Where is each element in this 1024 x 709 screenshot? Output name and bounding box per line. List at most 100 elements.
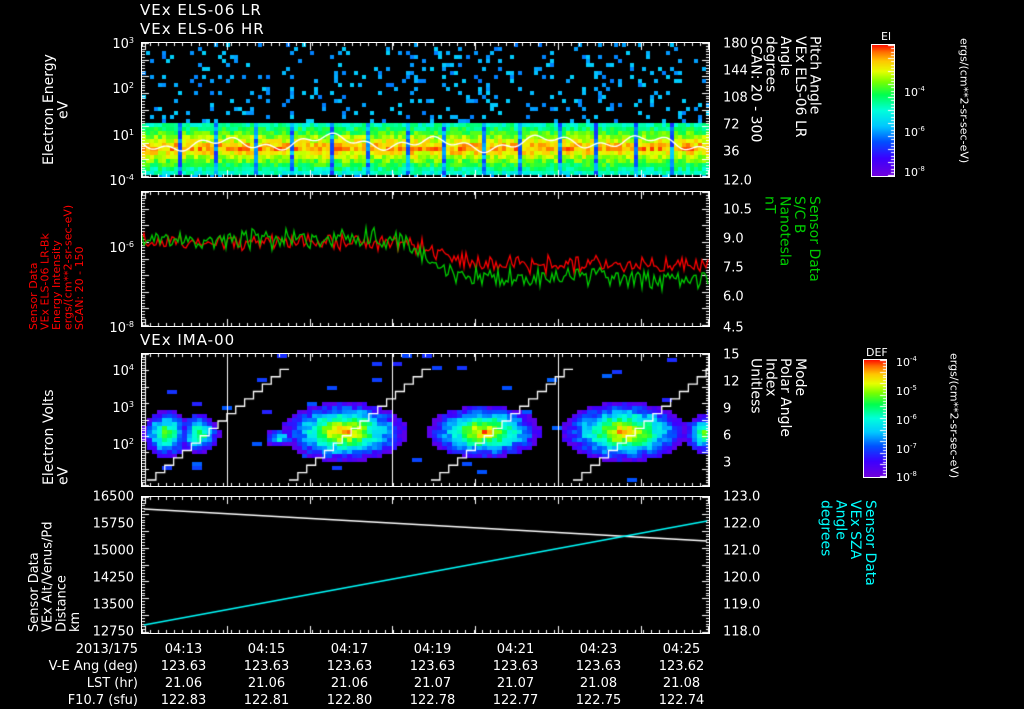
ytick: 10-8 — [109, 319, 134, 337]
colorbar-def — [863, 359, 887, 478]
ytick: 121.0 — [723, 543, 761, 559]
ytick: 13500 — [92, 597, 134, 613]
table-cell: 123.63 — [243, 659, 290, 674]
table-cell: 123.63 — [409, 659, 456, 674]
summary-table: 2013/175 04:13 04:15 04:17 04:19 04:21 04:23 04… — [0, 641, 723, 709]
ytick: 12 — [723, 374, 740, 390]
colorbar-def-label: DEF — [866, 346, 888, 359]
colorbar-tick: 10-4 — [904, 85, 925, 99]
panel1-title-lr: VEx ELS-06 LR — [140, 1, 262, 19]
table-cell: 04:15 — [247, 642, 286, 657]
table-row-label: V-E Ang (deg) — [48, 659, 138, 674]
table-cell: 123.62 — [658, 659, 705, 674]
table-row-label: 2013/175 — [75, 642, 138, 657]
panel-ima-spectrogram — [141, 353, 710, 487]
ytick: 14250 — [92, 570, 134, 586]
ytick: 6.0 — [723, 289, 744, 305]
ytick: 144 — [723, 63, 748, 79]
ytick: 103 — [112, 35, 134, 53]
ytick: 104 — [112, 362, 134, 380]
table-cell: 21.08 — [579, 676, 618, 691]
colorbar-tick: 10-6 — [904, 125, 925, 139]
panel-energy-intensity-mag — [141, 191, 710, 327]
panel-mag-right-axis-label: Sensor Data S/C B Nanotesla nT — [761, 196, 822, 282]
table-cell: 122.81 — [243, 693, 290, 708]
ytick: 102 — [112, 80, 134, 98]
ytick: 10-6 — [109, 239, 134, 257]
ytick: 10.5 — [723, 202, 752, 218]
ytick: 6 — [723, 428, 732, 444]
ytick: 180 — [723, 36, 748, 52]
table-cell: 122.80 — [326, 693, 373, 708]
ytick: 72 — [723, 117, 740, 133]
ytick: 12750 — [92, 624, 134, 640]
table-cell: 04:19 — [413, 642, 452, 657]
colorbar-el-label: El — [881, 30, 892, 43]
panel-els-spectrogram — [141, 42, 710, 178]
table-cell: 123.63 — [160, 659, 207, 674]
table-row: 2013/175 04:13 04:15 04:17 04:19 04:21 04:23 04… — [0, 641, 723, 658]
ytick: 12.0 — [723, 173, 752, 189]
table-cell: 21.06 — [247, 676, 286, 691]
table-cell: 21.07 — [413, 676, 452, 691]
ytick: 122.0 — [723, 516, 761, 532]
ytick: 120.0 — [723, 570, 761, 586]
colorbar-tick: 10-4 — [896, 355, 917, 369]
panel-ima-right-axis-label: Mode Polar Angle Index Unitless — [747, 358, 808, 438]
table-cell: 122.77 — [492, 693, 539, 708]
panel-ima-left-axis-label: Electron Volts eV — [41, 389, 72, 485]
ytick: 15750 — [92, 516, 134, 532]
table-cell: 123.63 — [575, 659, 622, 674]
table-cell: 122.83 — [160, 693, 207, 708]
table-cell: 21.07 — [496, 676, 535, 691]
table-cell: 123.63 — [326, 659, 373, 674]
table-row-label: F10.7 (sfu) — [67, 693, 138, 708]
colorbar-tick: 10-7 — [896, 442, 917, 456]
ytick: 108 — [723, 90, 748, 106]
panel-els-right-axis-label: Pitch Angle VEx ELS-06 LR Angle degrees … — [747, 36, 823, 143]
colorbar-tick: 10-8 — [896, 470, 917, 484]
table-cell: 04:17 — [330, 642, 369, 657]
table-cell: 21.06 — [164, 676, 203, 691]
ytick: 7.5 — [723, 260, 744, 276]
colorbar-el-units: ergs/(cm**2-sr-sec-eV) — [957, 38, 971, 164]
table-cell: 04:13 — [164, 642, 203, 657]
ytick: 118.0 — [723, 624, 761, 640]
table-cell: 21.08 — [662, 676, 701, 691]
table-cell: 123.63 — [492, 659, 539, 674]
table-cell: 21.06 — [330, 676, 369, 691]
table-cell: 122.78 — [409, 693, 456, 708]
table-cell: 122.74 — [658, 693, 705, 708]
panel-intensity-left-axis-label: Sensor Data VEx ELS-06 LR-Bk Energy Inte… — [27, 204, 87, 330]
table-row: V-E Ang (deg) 123.63 123.63 123.63 123.63 123… — [0, 658, 723, 675]
colorbar-def-units: ergs/(cm**2-sr-sec-eV) — [947, 353, 961, 479]
colorbar-tick: 10-8 — [904, 165, 925, 179]
panel3-title: VEx IMA-00 — [140, 331, 236, 349]
ytick: 15 — [723, 347, 740, 363]
table-cell: 04:23 — [579, 642, 618, 657]
ytick: 36 — [723, 144, 740, 160]
table-cell: 04:21 — [496, 642, 535, 657]
table-row: LST (hr) 21.06 21.06 21.06 21.07 21.07 21.08 21… — [0, 675, 723, 692]
panel-alt-left-axis-label: Sensor Data VEx Alt/Venus/Pd Distance km — [27, 521, 83, 632]
ytick: 9 — [723, 401, 732, 417]
bottom-data-table: 2013/175 04:13 04:15 04:17 04:19 04:21 04:23 04… — [0, 641, 1024, 709]
panel-els-left-axis-label: Electron Energy eV — [41, 54, 72, 166]
colorbar-tick: 10-6 — [896, 413, 917, 427]
panel-altitude-sza — [141, 496, 710, 634]
table-cell: 04:25 — [662, 642, 701, 657]
colorbar-el — [871, 44, 895, 177]
panel-sza-right-axis-label: Sensor Data VEx SZA Angle degrees — [817, 500, 878, 586]
ytick: 102 — [112, 436, 134, 454]
table-row-label: LST (hr) — [86, 676, 138, 691]
ytick: 123.0 — [723, 489, 761, 505]
ytick: 10-4 — [109, 172, 134, 190]
ytick: 101 — [112, 127, 134, 145]
ytick: 9.0 — [723, 231, 744, 247]
table-row: F10.7 (sfu) 122.83 122.81 122.80 122.78 122.7… — [0, 692, 723, 709]
ytick: 119.0 — [723, 597, 761, 613]
ytick: 4.5 — [723, 320, 744, 336]
panel1-title-hr: VEx ELS-06 HR — [140, 20, 265, 38]
ytick: 103 — [112, 399, 134, 417]
